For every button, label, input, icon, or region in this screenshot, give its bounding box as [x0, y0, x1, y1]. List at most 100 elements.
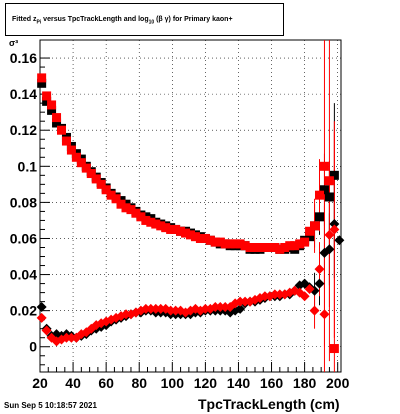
data-point-square	[136, 212, 146, 222]
data-point-square	[315, 212, 324, 222]
data-point-square	[42, 91, 52, 101]
data-point-square	[300, 237, 310, 247]
data-point-square	[96, 179, 106, 189]
data-point-diamond	[324, 229, 335, 240]
data-point-diamond	[329, 224, 340, 235]
data-point-square	[91, 174, 101, 184]
data-point-square	[205, 235, 215, 245]
x-tick-label: 180	[293, 375, 317, 391]
y-tick-label: 0.12	[10, 122, 37, 138]
data-point-square	[101, 185, 111, 195]
data-point-diamond	[235, 303, 246, 314]
data-point-diamond	[41, 325, 52, 336]
data-point-square	[181, 228, 191, 238]
data-point-square	[76, 158, 86, 168]
data-point-square	[319, 161, 329, 171]
chart-title: Fitted zPi versus TpcTrackLength and log…	[12, 16, 233, 25]
error-bars	[314, 40, 335, 372]
data-point-square	[42, 96, 52, 106]
data-point-square	[215, 237, 225, 247]
data-point-square	[275, 244, 285, 254]
data-point-square	[171, 224, 181, 234]
data-point-square	[295, 239, 305, 249]
footer-timestamp: Sun Sep 5 10:18:57 2021	[4, 401, 97, 410]
data-point-diamond	[304, 284, 315, 294]
data-point-square	[52, 113, 62, 123]
title-sub: Pi	[36, 19, 42, 26]
data-point-square	[230, 239, 240, 249]
data-point-square	[285, 241, 295, 251]
data-point-square	[290, 241, 300, 251]
data-point-square	[66, 145, 76, 155]
x-tick-label: 160	[260, 375, 284, 391]
data-point-square	[186, 230, 195, 240]
data-point-diamond	[314, 264, 325, 275]
y-tick-label: 0.06	[10, 230, 37, 246]
data-point-square	[37, 78, 47, 88]
data-point-square	[71, 152, 81, 162]
x-tick-label: 80	[131, 375, 147, 391]
data-point-square	[176, 226, 186, 236]
x-tick-label: 200	[326, 375, 350, 391]
data-point-diamond	[334, 235, 345, 246]
data-point-square	[195, 233, 205, 243]
plot-frame	[39, 39, 342, 373]
data-point-diamond	[299, 291, 310, 302]
data-point-square	[310, 221, 320, 231]
data-point-diamond	[314, 278, 325, 289]
data-point-square	[141, 215, 151, 225]
x-tick-label: 140	[227, 375, 251, 391]
data-point-square	[270, 243, 280, 252]
grid-lines	[39, 40, 341, 372]
data-point-square	[200, 233, 210, 243]
x-axis-title: TpcTrackLength (cm)	[198, 396, 340, 412]
data-point-square	[126, 205, 136, 215]
data-point-square	[52, 118, 62, 128]
data-point-diamond	[319, 309, 330, 320]
data-point-square	[116, 199, 126, 209]
data-point-square	[220, 239, 230, 249]
y-tick-label: 0.08	[10, 194, 37, 210]
data-point-square	[161, 223, 171, 233]
data-point-diamond	[36, 302, 47, 313]
data-point-square	[324, 192, 334, 202]
data-point-square	[225, 239, 235, 249]
x-tick-label: 120	[194, 375, 218, 391]
data-point-square	[81, 163, 91, 173]
x-tick-label: 60	[98, 375, 114, 391]
data-point-diamond	[324, 244, 335, 255]
title-part-tail: (β γ) for Primary kaon+	[154, 16, 233, 23]
data-point-square	[329, 170, 339, 180]
y-tick-label: 0.02	[10, 303, 37, 319]
data-point-square	[151, 219, 161, 229]
title-box: Fitted zPi versus TpcTrackLength and log…	[5, 3, 284, 36]
data-point-square	[280, 243, 290, 252]
y-axis-label: σ³	[9, 38, 19, 48]
y-tick-label: 0.1	[18, 158, 38, 174]
data-point-square	[121, 203, 131, 213]
data-point-diamond	[36, 312, 47, 323]
title-part-rest: versus TpcTrackLength and log	[41, 16, 149, 23]
data-point-square	[57, 125, 66, 135]
y-tick-label: 0.04	[10, 267, 37, 283]
axis-ticks	[39, 57, 339, 372]
data-point-square	[190, 232, 200, 242]
data-point-square	[61, 136, 71, 146]
title-sub2: 10	[148, 19, 155, 26]
data-point-square	[315, 190, 324, 200]
y-tick-label: 0.14	[10, 86, 37, 102]
data-point-square	[265, 243, 275, 252]
data-markers	[36, 73, 345, 354]
y-tick-label: 0	[29, 339, 37, 355]
data-point-square	[235, 239, 245, 249]
data-point-square	[329, 344, 339, 354]
x-tick-label: 20	[32, 375, 48, 391]
data-point-square	[156, 221, 166, 231]
data-point-square	[305, 226, 315, 236]
data-point-diamond	[329, 219, 340, 230]
data-point-square	[319, 185, 329, 195]
data-point-square	[245, 243, 255, 252]
data-point-square	[324, 176, 334, 186]
